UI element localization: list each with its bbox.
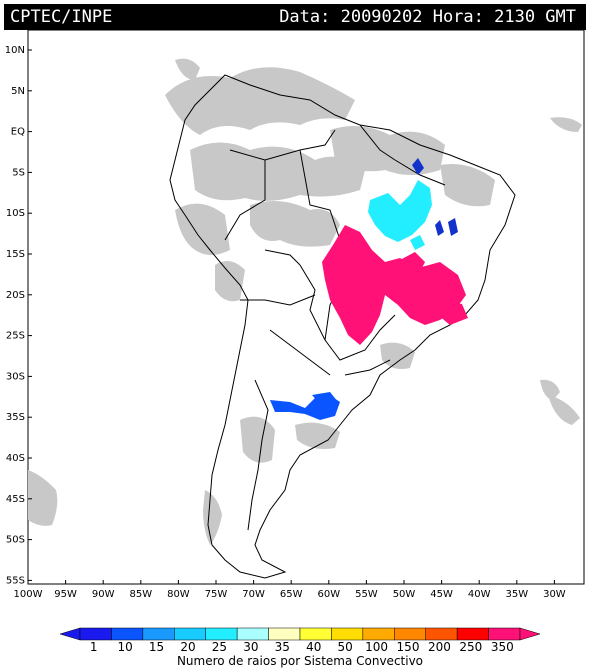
colorbar-box (456, 627, 489, 641)
lat-tick-label: EQ (11, 127, 25, 138)
lon-tick-label: 45W (430, 589, 453, 600)
colorbar-box (299, 627, 332, 641)
lon-tick-label: 80W (167, 589, 190, 600)
lon-tick-label: 65W (280, 589, 303, 600)
colorbar-box (268, 627, 301, 641)
source-label: CPTEC/INPE (10, 7, 113, 27)
colorbar-box (142, 627, 175, 641)
lon-tick-label: 90W (92, 589, 115, 600)
lat-tick-label: 10S (6, 208, 25, 219)
datetime-label: Data: 20090202 Hora: 2130 GMT (279, 7, 576, 27)
lat-tick-label: 30S (6, 371, 25, 382)
colorbar-label: 10 (118, 640, 133, 654)
colorbar-label: 15 (149, 640, 164, 654)
colorbar-label: 150 (397, 640, 420, 654)
colorbar-label: 25 (212, 640, 227, 654)
lon-tick-label: 95W (54, 589, 77, 600)
colorbar-labels: 1 10 15 20 25 30 35 40 50 100 150 200 250 350 (90, 640, 514, 654)
colorbar-box (111, 627, 144, 641)
lat-tick-label: 5S (12, 167, 25, 178)
colorbar-box (205, 627, 238, 641)
lightning-clusters (270, 158, 468, 420)
colorbar-arrow-left (59, 627, 81, 641)
colorbar-box (79, 627, 112, 641)
colorbar-label: 30 (243, 640, 258, 654)
lon-tick-label: 35W (505, 589, 528, 600)
colorbar-label: 100 (365, 640, 388, 654)
map-header: CPTEC/INPE Data: 20090202 Hora: 2130 GMT (4, 4, 586, 30)
colorbar-box (174, 627, 206, 641)
colorbar-box (488, 627, 521, 641)
lat-tick-label: 5N (11, 86, 25, 97)
lon-tick-label: 55W (355, 589, 378, 600)
lat-tick-label: 55S (6, 575, 25, 586)
lon-tick-label: 40W (468, 589, 491, 600)
lat-tick-label: 25S (6, 331, 25, 342)
colorbar-box (394, 627, 426, 641)
lat-tick-label: 50S (6, 535, 25, 546)
colorbar-label: 50 (338, 640, 353, 654)
lon-tick-label: 70W (242, 589, 265, 600)
colorbar-label: 250 (459, 640, 482, 654)
lon-tick-label: 30W (543, 589, 566, 600)
lon-tick-label: 100W (14, 589, 43, 600)
colorbar-boxes (59, 627, 541, 641)
lon-tick-label: 50W (393, 589, 416, 600)
lat-tick-label: 35S (6, 412, 25, 423)
colorbar-label: 35 (275, 640, 290, 654)
lon-tick-label: 75W (205, 589, 228, 600)
lat-tick-label: 20S (6, 290, 25, 301)
lat-tick-label: 45S (6, 494, 25, 505)
colorbar-box (236, 627, 269, 641)
colorbar-box (331, 627, 364, 641)
cloud-cover (28, 58, 582, 545)
colorbar-label: 40 (306, 640, 321, 654)
colorbar-label: 20 (180, 640, 195, 654)
latitude-axis: 10N 5N EQ 5S 10S 15S 20S 25S 30S 35S 40S 45S 50S 55S (5, 45, 32, 586)
colorbar-box (362, 627, 395, 641)
longitude-axis: 100W 95W 90W 85W 80W 75W 70W 65W 60W 55W 50W 45W 40W… (14, 580, 566, 600)
colorbar-title: Numero de raios por Sistema Convectivo (177, 654, 423, 668)
colorbar-label: 200 (428, 640, 451, 654)
lat-tick-label: 10N (5, 45, 25, 56)
colorbar-label: 350 (491, 640, 514, 654)
colorbar-label: 1 (90, 640, 98, 654)
colorbar-box (425, 627, 458, 641)
colorbar-arrow-right (519, 627, 541, 641)
lat-tick-label: 15S (6, 249, 25, 260)
lat-tick-label: 40S (6, 453, 25, 464)
lon-tick-label: 85W (129, 589, 152, 600)
lon-tick-label: 60W (317, 589, 340, 600)
